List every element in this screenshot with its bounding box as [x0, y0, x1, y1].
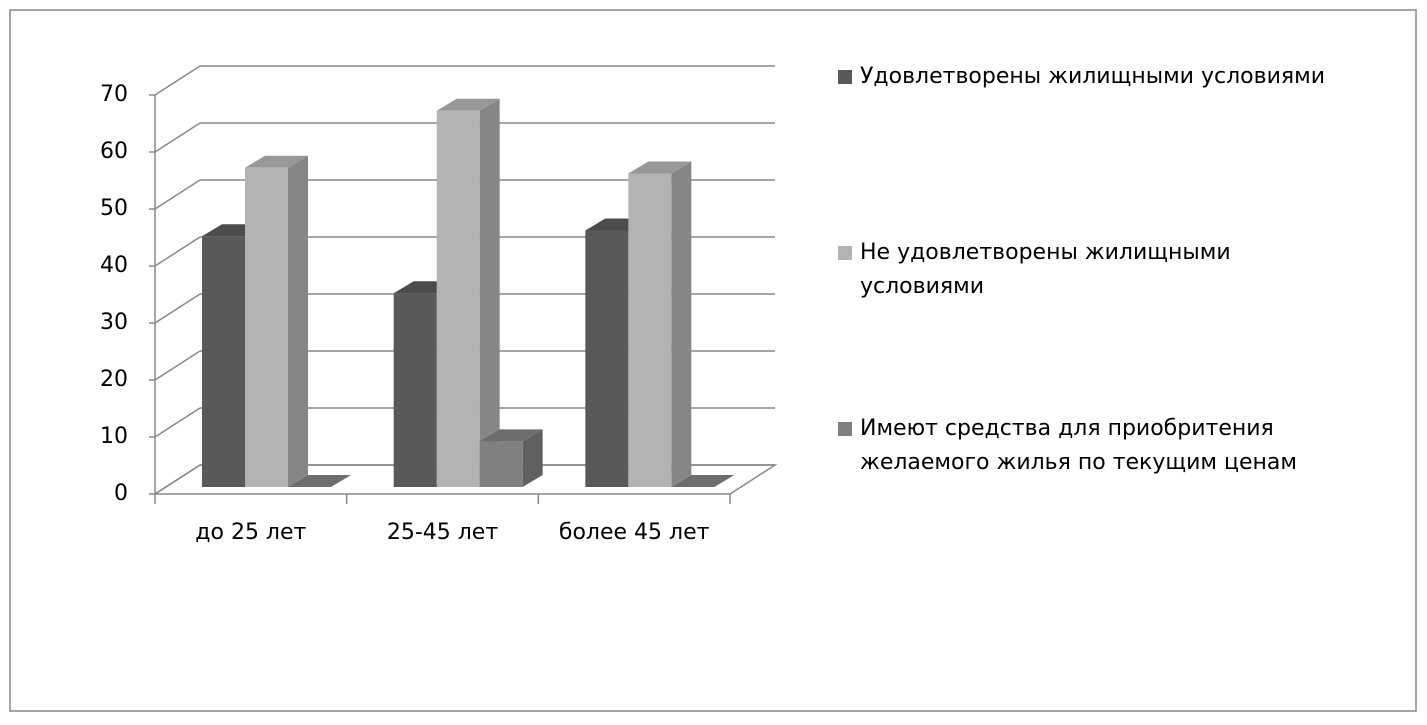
legend-label: Не удовлетворены жилищными условиями — [860, 240, 1231, 299]
grid-line-side — [154, 122, 201, 153]
legend-swatch — [838, 246, 852, 260]
bar-top — [671, 475, 735, 487]
bar — [479, 441, 523, 487]
bar-side — [288, 155, 308, 488]
bar-side — [479, 98, 500, 488]
legend-swatch — [838, 422, 852, 436]
bar-side — [522, 429, 543, 487]
frame — [9, 9, 1417, 712]
y-tick-label: 60 — [100, 139, 128, 164]
bar-top — [479, 429, 543, 442]
legend-label: Удовлетворены жилищными условиями — [860, 64, 1325, 89]
y-tick-label: 40 — [100, 253, 128, 278]
bar — [393, 293, 437, 487]
bar — [245, 167, 288, 488]
y-tick-label: 20 — [100, 367, 128, 392]
grid-line-side — [154, 179, 201, 210]
bar-top — [436, 98, 500, 111]
y-tick-label: 10 — [100, 424, 128, 449]
grid-line-side — [154, 236, 201, 267]
y-tick-label: 30 — [100, 310, 128, 335]
x-tick-label: 25-45 лет — [387, 520, 499, 545]
y-tick-label: 50 — [100, 196, 128, 221]
grid-line-side — [154, 407, 201, 438]
x-tick-label: более 45 лет — [559, 520, 710, 545]
bar-top — [245, 155, 308, 168]
legend-item: Удовлетворены жилищными условиями — [838, 60, 1325, 94]
grid-line-side — [154, 350, 201, 381]
bar-top — [288, 475, 351, 487]
grid-line-side — [154, 65, 201, 96]
bar-side — [671, 161, 692, 487]
y-tick-label: 0 — [114, 481, 128, 506]
legend-label: Имеют средства для приобритения желаемог… — [860, 416, 1297, 475]
x-tick-label: до 25 лет — [195, 520, 306, 545]
bar — [628, 173, 672, 487]
legend-item: Не удовлетворены жилищными условиями — [838, 236, 1330, 304]
bar-top — [628, 161, 692, 174]
legend-item: Имеют средства для приобритения желаемог… — [838, 412, 1330, 480]
grid-line-side — [154, 293, 201, 324]
bar — [436, 110, 480, 488]
grid-line-side — [154, 464, 201, 495]
bar — [585, 230, 629, 487]
bar — [202, 236, 245, 487]
legend-swatch — [838, 70, 852, 84]
y-tick-label: 70 — [100, 82, 128, 107]
